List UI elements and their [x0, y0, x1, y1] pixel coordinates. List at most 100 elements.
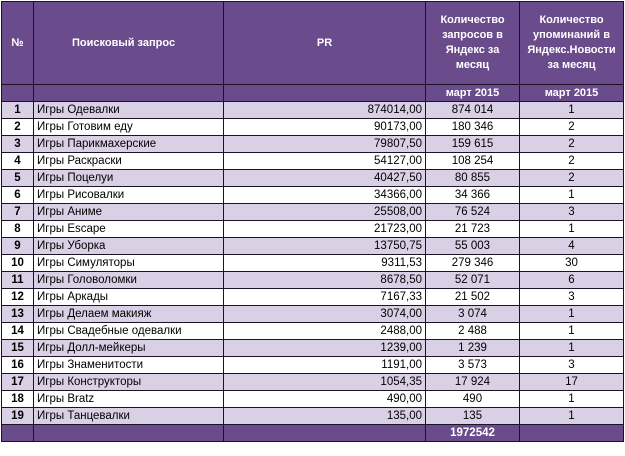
cell-pr[interactable]: 40427,50: [223, 169, 426, 187]
cell-num[interactable]: 10: [1, 254, 34, 272]
cell-num[interactable]: 2: [1, 118, 34, 136]
cell-news[interactable]: 1: [519, 220, 624, 238]
cell-news[interactable]: 1: [519, 305, 624, 323]
cell-yandex[interactable]: 135: [425, 407, 520, 425]
cell-yandex[interactable]: 3 573: [425, 356, 520, 374]
cell-yandex[interactable]: 159 615: [425, 135, 520, 153]
cell-news[interactable]: 3: [519, 356, 624, 374]
total-empty-2[interactable]: [33, 424, 224, 442]
cell-query[interactable]: Игры Bratz: [33, 390, 224, 408]
header-yandex[interactable]: Количество запросов в Яндекс за месяц: [425, 1, 520, 85]
header-query[interactable]: Поисковый запрос: [33, 1, 224, 85]
cell-pr[interactable]: 1191,00: [223, 356, 426, 374]
cell-query[interactable]: Игры Рисовалки: [33, 186, 224, 204]
cell-pr[interactable]: 135,00: [223, 407, 426, 425]
cell-news[interactable]: 2: [519, 169, 624, 187]
cell-yandex[interactable]: 21 723: [425, 220, 520, 238]
cell-num[interactable]: 4: [1, 152, 34, 170]
cell-query[interactable]: Игры Долл-мейкеры: [33, 339, 224, 357]
cell-query[interactable]: Игры Одевалки: [33, 101, 224, 119]
cell-yandex[interactable]: 279 346: [425, 254, 520, 272]
cell-query[interactable]: Игры Головоломки: [33, 271, 224, 289]
period-yandex[interactable]: март 2015: [425, 84, 520, 102]
total-yandex[interactable]: 1972542: [425, 424, 520, 442]
cell-num[interactable]: 7: [1, 203, 34, 221]
cell-query[interactable]: Игры Свадебные одевалки: [33, 322, 224, 340]
cell-news[interactable]: 1: [519, 101, 624, 119]
cell-news[interactable]: 2: [519, 135, 624, 153]
cell-query[interactable]: Игры Танцевалки: [33, 407, 224, 425]
cell-num[interactable]: 17: [1, 373, 34, 391]
cell-num[interactable]: 16: [1, 356, 34, 374]
cell-pr[interactable]: 3074,00: [223, 305, 426, 323]
cell-pr[interactable]: 8678,50: [223, 271, 426, 289]
cell-news[interactable]: 6: [519, 271, 624, 289]
cell-pr[interactable]: 34366,00: [223, 186, 426, 204]
cell-news[interactable]: 2: [519, 152, 624, 170]
cell-pr[interactable]: 21723,00: [223, 220, 426, 238]
cell-yandex[interactable]: 1 239: [425, 339, 520, 357]
cell-num[interactable]: 14: [1, 322, 34, 340]
cell-num[interactable]: 13: [1, 305, 34, 323]
cell-query[interactable]: Игры Готовим еду: [33, 118, 224, 136]
cell-yandex[interactable]: 17 924: [425, 373, 520, 391]
cell-query[interactable]: Игры Парикмахерские: [33, 135, 224, 153]
header-pr[interactable]: PR: [223, 1, 426, 85]
cell-yandex[interactable]: 55 003: [425, 237, 520, 255]
cell-query[interactable]: Игры Конструкторы: [33, 373, 224, 391]
cell-pr[interactable]: 7167,33: [223, 288, 426, 306]
cell-query[interactable]: Игры Делаем макияж: [33, 305, 224, 323]
cell-yandex[interactable]: 34 366: [425, 186, 520, 204]
cell-query[interactable]: Игры Аниме: [33, 203, 224, 221]
cell-pr[interactable]: 54127,00: [223, 152, 426, 170]
cell-pr[interactable]: 1054,35: [223, 373, 426, 391]
cell-num[interactable]: 9: [1, 237, 34, 255]
cell-num[interactable]: 5: [1, 169, 34, 187]
cell-pr[interactable]: 490,00: [223, 390, 426, 408]
cell-query[interactable]: Игры Раскраски: [33, 152, 224, 170]
cell-pr[interactable]: 1239,00: [223, 339, 426, 357]
total-empty-3[interactable]: [223, 424, 426, 442]
cell-news[interactable]: 1: [519, 407, 624, 425]
cell-yandex[interactable]: 180 346: [425, 118, 520, 136]
cell-yandex[interactable]: 52 071: [425, 271, 520, 289]
period-empty-2[interactable]: [33, 84, 224, 102]
header-num[interactable]: №: [1, 1, 34, 85]
cell-num[interactable]: 6: [1, 186, 34, 204]
cell-yandex[interactable]: 108 254: [425, 152, 520, 170]
cell-news[interactable]: 1: [519, 390, 624, 408]
total-empty-5[interactable]: [519, 424, 624, 442]
cell-news[interactable]: 1: [519, 339, 624, 357]
cell-query[interactable]: Игры Уборка: [33, 237, 224, 255]
cell-num[interactable]: 1: [1, 101, 34, 119]
total-empty-1[interactable]: [1, 424, 34, 442]
cell-pr[interactable]: 2488,00: [223, 322, 426, 340]
cell-query[interactable]: Игры Аркады: [33, 288, 224, 306]
cell-num[interactable]: 12: [1, 288, 34, 306]
cell-yandex[interactable]: 76 524: [425, 203, 520, 221]
cell-num[interactable]: 8: [1, 220, 34, 238]
cell-query[interactable]: Игры Поцелуи: [33, 169, 224, 187]
cell-yandex[interactable]: 80 855: [425, 169, 520, 187]
cell-yandex[interactable]: 3 074: [425, 305, 520, 323]
header-news[interactable]: Количество упоминаний в Яндекс.Новости з…: [519, 1, 624, 85]
cell-num[interactable]: 11: [1, 271, 34, 289]
cell-news[interactable]: 3: [519, 288, 624, 306]
cell-query[interactable]: Игры Escape: [33, 220, 224, 238]
cell-query[interactable]: Игры Знаменитости: [33, 356, 224, 374]
cell-news[interactable]: 1: [519, 186, 624, 204]
cell-num[interactable]: 18: [1, 390, 34, 408]
cell-pr[interactable]: 25508,00: [223, 203, 426, 221]
cell-pr[interactable]: 9311,53: [223, 254, 426, 272]
period-empty-1[interactable]: [1, 84, 34, 102]
cell-news[interactable]: 30: [519, 254, 624, 272]
cell-pr[interactable]: 874014,00: [223, 101, 426, 119]
cell-news[interactable]: 4: [519, 237, 624, 255]
cell-pr[interactable]: 90173,00: [223, 118, 426, 136]
period-news[interactable]: март 2015: [519, 84, 624, 102]
cell-num[interactable]: 3: [1, 135, 34, 153]
cell-yandex[interactable]: 874 014: [425, 101, 520, 119]
cell-pr[interactable]: 79807,50: [223, 135, 426, 153]
cell-news[interactable]: 1: [519, 322, 624, 340]
cell-yandex[interactable]: 2 488: [425, 322, 520, 340]
